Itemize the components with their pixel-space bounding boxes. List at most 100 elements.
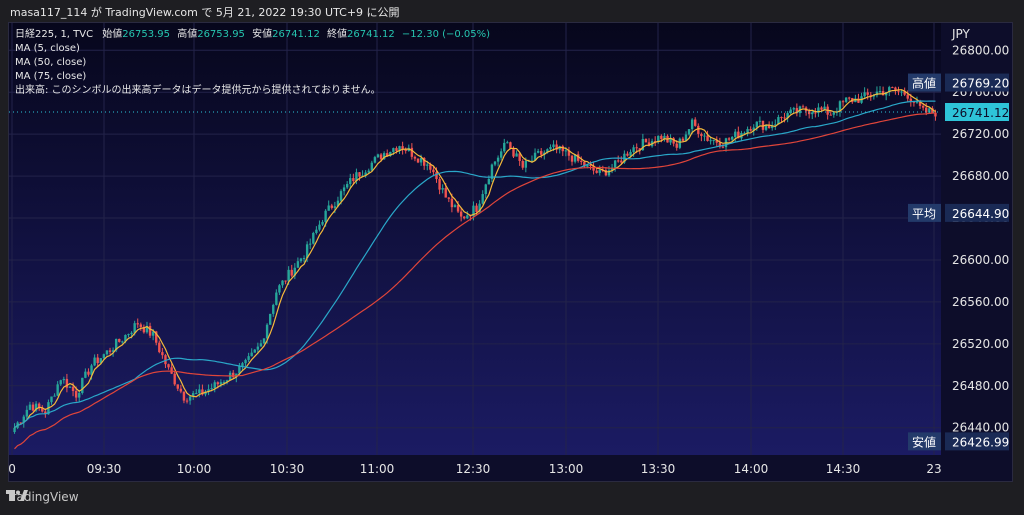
candle-body <box>589 164 592 166</box>
candle-body <box>426 164 429 166</box>
candle-body <box>820 107 823 110</box>
y-tick-label: 26800.00 <box>952 43 1009 57</box>
candle-body <box>222 381 226 383</box>
candle-body <box>293 267 297 276</box>
candle-body <box>472 205 475 217</box>
candle-body <box>647 142 651 147</box>
candle-body <box>780 117 783 119</box>
candle-body <box>487 178 491 185</box>
candle-body <box>410 147 414 157</box>
candle-body <box>453 205 457 208</box>
candle-body <box>148 325 152 336</box>
candle-body <box>610 167 614 171</box>
candle-body <box>305 244 309 258</box>
legend-ma5[interactable]: MA (5, close) <box>15 43 80 54</box>
candle-body <box>743 132 746 134</box>
y-tick-label: 26600.00 <box>952 253 1009 267</box>
candle-body <box>355 172 358 182</box>
price-axis-background <box>941 23 1012 481</box>
x-tick-label: 14:00 <box>734 462 769 476</box>
candle-body <box>771 125 774 129</box>
candle-body <box>108 350 112 352</box>
legend-low-label: 安値 <box>252 29 273 40</box>
candle-body <box>250 352 253 357</box>
candle-body <box>657 135 660 143</box>
candle-body <box>752 127 755 131</box>
candle-body <box>675 143 678 148</box>
candle-body <box>22 416 25 423</box>
candle-body <box>888 87 891 93</box>
candle-body <box>801 106 805 108</box>
candle-body <box>746 129 749 133</box>
candle-body <box>238 366 241 374</box>
x-tick-label: 11:00 <box>360 462 395 476</box>
candle-body <box>78 393 81 398</box>
candle-body <box>182 391 186 401</box>
legend-symbol[interactable]: 日経225, 1, TVC <box>15 29 94 40</box>
candle-body <box>185 400 189 402</box>
candle-body <box>345 184 349 188</box>
candle-body <box>613 160 617 168</box>
candle-body <box>598 169 601 173</box>
candle-body <box>429 164 432 170</box>
ma75-line <box>14 112 936 450</box>
candle-body <box>158 342 161 353</box>
candle-body <box>324 210 327 222</box>
y-tick-label: 26480.00 <box>952 379 1009 393</box>
candle-body <box>767 124 771 129</box>
candle-body <box>441 188 444 190</box>
candle-body <box>891 87 894 89</box>
candle-body <box>909 98 913 102</box>
candle-body <box>216 382 220 385</box>
session-low-tag-value-bg <box>945 432 1009 451</box>
candle-body <box>302 257 306 259</box>
candle-body <box>139 324 143 327</box>
candle-body <box>764 124 768 130</box>
candle-body <box>490 164 494 179</box>
candle-body <box>872 95 876 97</box>
candle-body <box>807 111 811 115</box>
currency-label: JPY <box>951 27 971 41</box>
candle-body <box>934 112 937 117</box>
legend-open-label: 始値 <box>102 29 123 40</box>
price-chart[interactable]: 26440.00 26480.00 26520.00 26560.00 26600.00… <box>8 22 1013 482</box>
tradingview-footer[interactable]: TradingView <box>6 490 79 504</box>
candle-body <box>232 372 235 378</box>
candle-body <box>290 269 293 276</box>
candle-body <box>167 364 170 368</box>
candle-body <box>133 323 136 333</box>
candle-body <box>84 371 87 378</box>
candle-body <box>466 215 469 219</box>
candle-body <box>912 101 916 103</box>
legend-low-value: 26741.12 <box>272 29 320 40</box>
candle-body <box>878 91 882 93</box>
candle-body <box>259 343 263 347</box>
x-tick-label: 12:30 <box>456 462 491 476</box>
candle-body <box>376 154 380 158</box>
legend-open-value: 26753.95 <box>122 29 171 40</box>
candle-body <box>275 292 278 305</box>
candle-body <box>829 114 832 116</box>
candle-body <box>844 97 848 102</box>
x-tick-label: 23 <box>926 462 941 476</box>
candle-body <box>721 146 725 148</box>
candle-body <box>586 164 589 167</box>
legend-ma75[interactable]: MA (75, close) <box>15 71 87 82</box>
candle-body <box>712 139 715 141</box>
chart-legend: 日経225, 1, TVC 始値26753.95 高値26753.95 安値26… <box>15 28 490 98</box>
candle-body <box>921 105 925 108</box>
last-price-tag-value-bg <box>945 103 1009 122</box>
candle-body <box>875 91 879 96</box>
legend-ma50[interactable]: MA (50, close) <box>15 57 87 68</box>
x-tick-label: 13:30 <box>641 462 676 476</box>
candle-body <box>65 378 69 388</box>
candle-body <box>207 389 210 392</box>
candle-body <box>68 386 72 388</box>
candle-body <box>481 194 484 204</box>
candle-body <box>25 409 29 417</box>
candle-body <box>34 403 38 411</box>
candle-body <box>573 154 577 162</box>
candle-body <box>124 334 127 342</box>
candle-body <box>392 148 395 152</box>
candle-body <box>644 138 648 143</box>
